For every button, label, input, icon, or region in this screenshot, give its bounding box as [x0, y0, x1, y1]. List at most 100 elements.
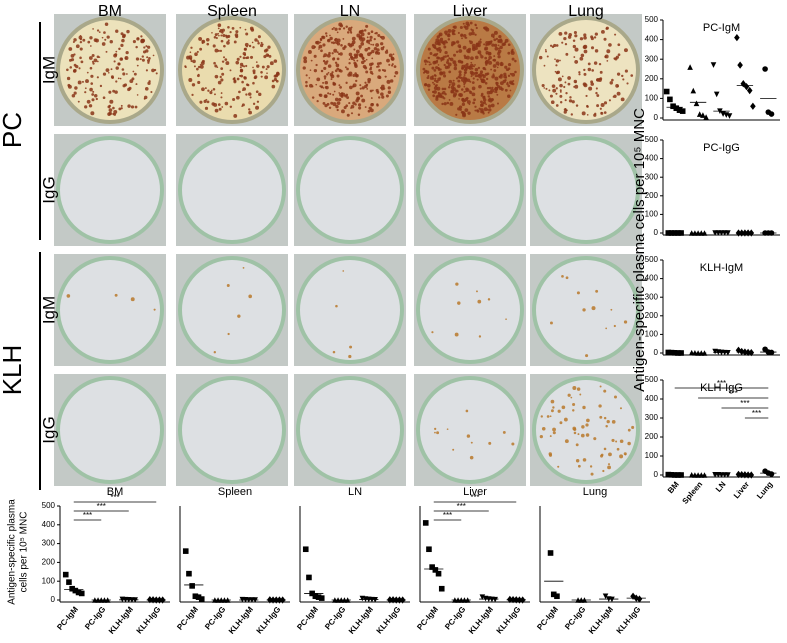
spot — [624, 453, 627, 456]
spot — [130, 297, 135, 302]
spot — [599, 107, 602, 110]
spot — [214, 74, 219, 79]
spot — [145, 49, 149, 53]
spot — [499, 40, 503, 44]
chart-title: Spleen — [218, 486, 252, 498]
spot — [98, 31, 101, 33]
spot — [433, 83, 436, 86]
data-point — [690, 87, 697, 94]
spot — [559, 59, 561, 62]
spot — [132, 70, 135, 73]
spot — [440, 60, 443, 62]
spot — [79, 47, 83, 51]
spot — [604, 55, 607, 59]
x-tick-label: PC-IgG — [323, 605, 347, 632]
spot — [436, 95, 439, 98]
spot — [349, 85, 353, 90]
spot — [469, 21, 473, 25]
spot — [367, 77, 372, 82]
spot — [137, 37, 140, 40]
spot — [315, 83, 318, 86]
spot — [75, 44, 80, 49]
spot — [332, 93, 335, 96]
spot — [494, 76, 499, 81]
spot — [245, 32, 249, 36]
spot — [114, 90, 118, 94]
spot — [460, 88, 464, 91]
spot — [331, 71, 334, 74]
spot — [585, 354, 589, 358]
row-label: IgG — [39, 176, 58, 203]
spot — [493, 75, 496, 77]
spot — [146, 56, 149, 59]
spot — [507, 74, 511, 78]
spot — [550, 399, 555, 404]
significance-label: *** — [97, 502, 106, 511]
spot — [458, 98, 460, 100]
spot — [457, 84, 461, 89]
spot — [262, 43, 264, 46]
spot — [471, 31, 475, 36]
spot — [256, 64, 260, 68]
spot — [447, 35, 450, 37]
spot — [329, 92, 332, 95]
y-tick-label: 100 — [42, 576, 56, 585]
y-tick-label: 100 — [645, 451, 659, 460]
spot — [248, 44, 252, 48]
spot — [433, 90, 437, 94]
well — [416, 256, 524, 364]
spot — [102, 72, 107, 76]
spot — [461, 102, 466, 107]
y-tick-label: 0 — [654, 113, 659, 122]
significance-label: *** — [717, 379, 726, 388]
spot — [364, 66, 368, 70]
x-tick-label: PC-IgG — [443, 605, 467, 632]
spot — [452, 25, 456, 29]
spot — [473, 98, 476, 102]
spot — [334, 61, 338, 64]
data-point — [550, 591, 557, 598]
spot — [474, 74, 478, 78]
y-tick-label: 0 — [51, 595, 56, 604]
spot — [457, 301, 461, 305]
spot — [357, 113, 361, 116]
spot — [482, 112, 485, 115]
spot — [150, 90, 153, 94]
spot — [545, 87, 548, 90]
spot — [249, 96, 252, 99]
spot — [255, 105, 260, 110]
spot — [457, 31, 460, 34]
spot — [350, 31, 353, 34]
spot — [191, 93, 194, 97]
spot — [130, 105, 135, 109]
spot — [222, 33, 226, 38]
spot — [369, 67, 372, 71]
spot — [572, 44, 576, 49]
significance-label: *** — [457, 502, 466, 511]
spot — [465, 55, 470, 60]
spot — [385, 49, 389, 52]
spot — [308, 77, 311, 79]
spot — [324, 86, 328, 89]
spot — [464, 71, 468, 74]
spot — [538, 55, 543, 60]
spot — [331, 28, 334, 31]
spot — [565, 109, 568, 112]
spot — [91, 60, 95, 63]
spot — [549, 94, 553, 98]
spot — [325, 73, 329, 76]
spot — [512, 80, 515, 82]
spot — [490, 103, 495, 108]
spot — [474, 46, 478, 51]
spot — [567, 76, 571, 80]
spot — [496, 102, 500, 105]
spot — [366, 87, 369, 90]
spot — [479, 53, 482, 56]
spot — [470, 56, 474, 61]
column-header: LN — [340, 3, 360, 20]
spot — [336, 74, 340, 78]
spot — [455, 50, 459, 54]
spot — [146, 59, 151, 63]
spot — [366, 40, 369, 43]
spot — [603, 416, 607, 420]
